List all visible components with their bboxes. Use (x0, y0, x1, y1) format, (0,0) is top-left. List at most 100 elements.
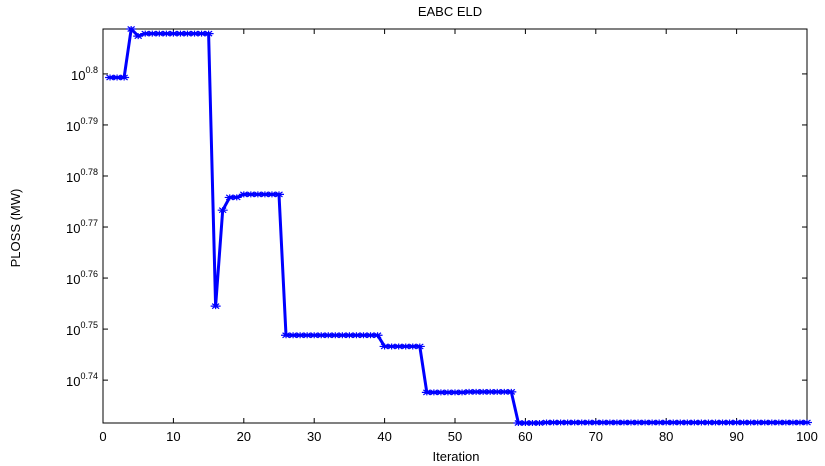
data-point-marker (611, 419, 622, 426)
data-point-marker (365, 332, 376, 339)
data-point-marker (717, 419, 728, 426)
data-point-marker (407, 343, 418, 350)
data-point-marker (379, 343, 390, 350)
data-point-marker (238, 191, 249, 198)
data-point-marker (802, 419, 812, 426)
data-point-marker (562, 419, 573, 426)
data-point-marker (604, 419, 615, 426)
data-point-marker (400, 343, 411, 350)
data-point-marker (372, 332, 383, 339)
data-point-marker (682, 419, 693, 426)
y-axis-ticks: 100.74 100.75 100.76 100.77 100.78 100.79 100.… (66, 65, 807, 389)
x-tick-label: 30 (307, 429, 321, 444)
data-point-marker (485, 388, 496, 395)
data-point-marker (421, 389, 432, 396)
data-point-marker (590, 419, 601, 426)
data-point-marker (773, 419, 784, 426)
data-point-marker (428, 389, 439, 396)
x-axis-ticks: 0 10 20 30 40 50 60 70 80 90 100 (99, 29, 818, 444)
data-point-marker (154, 30, 165, 37)
data-point-marker (745, 419, 756, 426)
data-point-marker (668, 419, 679, 426)
data-point-marker (457, 389, 468, 396)
data-point-marker (696, 419, 707, 426)
data-point-marker (471, 388, 482, 395)
data-point-marker (210, 303, 221, 310)
data-point-marker (147, 30, 158, 37)
data-point-marker (414, 343, 425, 350)
data-point-marker (520, 420, 531, 426)
x-tick-label: 80 (659, 429, 673, 444)
data-point-marker (281, 332, 292, 339)
data-point-marker (126, 26, 137, 32)
data-point-marker (316, 332, 327, 339)
data-point-marker (689, 419, 700, 426)
data-point-marker (506, 388, 517, 395)
data-point-marker (189, 30, 200, 37)
data-point-marker (766, 419, 777, 426)
data-point-marker (548, 419, 559, 426)
data-point-marker (618, 419, 629, 426)
data-point-marker (492, 388, 503, 395)
data-point-marker (302, 332, 313, 339)
data-point-marker (647, 419, 658, 426)
data-point-marker (442, 389, 453, 396)
x-tick-label: 90 (729, 429, 743, 444)
data-point-marker (597, 419, 608, 426)
data-point-marker (274, 191, 284, 198)
data-point-marker (337, 332, 348, 339)
y-tick-label: 100.78 (66, 167, 98, 185)
data-point-marker (541, 419, 552, 426)
data-point-marker (780, 419, 791, 426)
data-point-marker (386, 343, 397, 350)
data-point-marker (168, 30, 179, 37)
data-point-marker (724, 419, 735, 426)
data-point-marker (626, 419, 636, 426)
data-point-marker (252, 191, 263, 198)
data-point-marker (569, 419, 580, 426)
data-point-marker (105, 74, 116, 81)
chart-title: EABC ELD (418, 4, 482, 19)
data-point-marker (288, 332, 299, 339)
data-point-marker (259, 191, 270, 198)
data-point-marker (752, 419, 763, 426)
data-point-marker (583, 419, 594, 426)
data-point-marker (661, 419, 672, 426)
y-tick-label: 100.79 (66, 116, 98, 134)
x-tick-label: 60 (518, 429, 532, 444)
data-point-marker (731, 419, 742, 426)
data-point-marker (464, 388, 475, 395)
data-point-marker (112, 74, 123, 81)
data-point-marker (161, 30, 172, 37)
x-axis-label: Iteration (433, 449, 480, 464)
data-point-marker (309, 332, 320, 339)
data-point-marker (224, 194, 235, 201)
data-point-marker (640, 419, 651, 426)
data-point-marker (266, 191, 277, 198)
data-point-marker (633, 419, 644, 426)
data-point-marker (513, 420, 524, 426)
data-point-marker (119, 74, 130, 81)
y-axis-label: PLOSS (MW) (8, 189, 23, 268)
x-tick-label: 100 (796, 429, 818, 444)
x-tick-label: 40 (377, 429, 391, 444)
data-point-marker (196, 30, 207, 37)
data-point-marker (478, 388, 489, 395)
data-point-marker (245, 191, 256, 198)
data-point-marker (675, 419, 686, 426)
data-point-marker (576, 419, 587, 426)
data-point-marker (393, 343, 404, 350)
x-tick-label: 50 (448, 429, 462, 444)
x-tick-label: 10 (166, 429, 180, 444)
series-layer (105, 26, 812, 426)
data-point-marker (555, 419, 566, 426)
x-tick-label: 0 (99, 429, 106, 444)
data-point-marker (654, 419, 665, 426)
data-point-marker (787, 419, 798, 426)
y-tick-label: 100.77 (66, 218, 98, 236)
y-tick-label: 100.74 (66, 371, 98, 389)
data-point-marker (703, 419, 714, 426)
data-point-marker (231, 194, 242, 201)
data-point-marker (710, 419, 721, 426)
